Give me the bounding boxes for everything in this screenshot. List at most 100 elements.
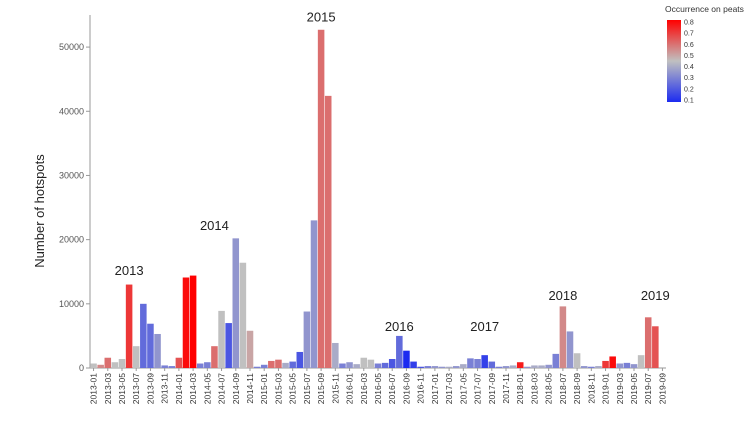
- bar-2016-05: [374, 363, 382, 368]
- bar-2017-01: [431, 366, 439, 368]
- x-tick-label: 2016-05: [373, 373, 383, 404]
- bar-2015-01: [260, 364, 268, 368]
- colorbar-tick-label: 0.5: [684, 53, 694, 60]
- bar-2017-03: [445, 366, 453, 368]
- bar-2015-06: [296, 351, 304, 368]
- x-tick-label: 2014-09: [231, 373, 241, 404]
- bar-2019-06: [637, 355, 645, 368]
- year-annotation-2017: 2017: [470, 319, 499, 334]
- year-annotations: 2013 2014 2015 2016 2017 2018 2019: [115, 9, 670, 333]
- bar-2014-08: [225, 323, 232, 368]
- x-tick-label: 2017-03: [444, 373, 454, 404]
- y-tick-label: 0: [79, 363, 84, 373]
- bar-2018-10: [580, 366, 588, 368]
- bar-2018-02: [524, 366, 531, 368]
- bar-2016-12: [424, 366, 432, 368]
- bar-2018-06: [552, 353, 560, 368]
- colorbar-title: Occurrence on peats: [665, 4, 744, 14]
- bar-2018-08: [566, 331, 574, 368]
- bar-2014-03: [189, 275, 197, 368]
- x-tick-label: 2019-01: [601, 373, 611, 404]
- colorbar-tick-label: 0.2: [684, 86, 694, 93]
- x-tick-label: 2016-03: [359, 373, 369, 404]
- bar-2013-11: [161, 365, 168, 368]
- bar-2013-12: [168, 366, 176, 368]
- bar-2015-10: [324, 95, 332, 369]
- bar-2013-09: [147, 323, 154, 368]
- bar-2016-07: [388, 359, 396, 368]
- bar-2019-03: [616, 363, 624, 368]
- bar-2015-04: [282, 362, 289, 368]
- year-annotation-2016: 2016: [385, 319, 414, 334]
- x-tick-label: 2015-07: [302, 373, 312, 404]
- bar-2014-12: [253, 366, 261, 368]
- x-tick-label: 2019-03: [615, 373, 625, 404]
- bar-2014-11: [246, 330, 254, 368]
- bar-2013-06: [125, 284, 133, 368]
- bar-2017-05: [460, 364, 467, 368]
- x-tick-label: 2015-11: [330, 373, 340, 404]
- bar-2013-07: [132, 346, 140, 368]
- x-tick-label: 2017-09: [487, 373, 497, 404]
- bar-2014-01: [175, 357, 183, 368]
- bar-2016-06: [381, 362, 389, 368]
- bar-2017-06: [467, 358, 474, 368]
- bar-2017-09: [488, 361, 496, 368]
- year-annotation-2019: 2019: [641, 288, 670, 303]
- bar-2019-01: [602, 360, 609, 368]
- x-tick-label: 2018-01: [515, 373, 525, 404]
- x-tick-label: 2016-01: [345, 373, 355, 404]
- x-tick-label: 2014-03: [188, 373, 198, 404]
- x-tick-label: 2017-07: [473, 373, 483, 404]
- bar-2015-02: [268, 360, 275, 368]
- bar-2016-08: [396, 335, 403, 368]
- bar-2018-07: [559, 306, 567, 368]
- bar-2017-07: [474, 359, 481, 368]
- x-tick-labels: 2013-01 2013-03 2013-05 2013-07 2013-09 2013-…: [89, 368, 667, 404]
- colorbar-tick-label: 0.3: [684, 75, 694, 82]
- bar-2015-12: [339, 363, 346, 368]
- bar-2016-11: [417, 366, 424, 368]
- x-tick-label: 2018-03: [529, 373, 539, 404]
- bar-2013-05: [118, 359, 126, 368]
- x-tick-label: 2016-09: [401, 373, 411, 404]
- bar-2013-10: [154, 333, 161, 368]
- colorbar-tick-label: 0.7: [684, 31, 694, 38]
- x-tick-label: 2013-07: [131, 373, 141, 404]
- bars: [90, 29, 659, 369]
- bar-2013-03: [104, 357, 112, 368]
- colorbar-legend: Occurrence on peats 0.80.70.60.50.40.30.…: [665, 4, 744, 105]
- bar-2013-01: [90, 363, 97, 368]
- bar-2019-08: [652, 326, 659, 368]
- colorbar-tick-label: 0.1: [684, 98, 694, 105]
- x-tick-label: 2013-01: [89, 373, 99, 404]
- x-tick-label: 2016-11: [416, 373, 426, 404]
- bar-2017-10: [495, 366, 503, 368]
- x-tick-label: 2013-05: [117, 373, 127, 404]
- bar-2018-11: [588, 366, 595, 368]
- bar-2015-09: [317, 29, 325, 368]
- bar-2015-08: [310, 220, 318, 368]
- bar-2014-04: [196, 363, 204, 368]
- colorbar-tick-label: 0.4: [684, 64, 694, 71]
- colorbar-tick-label: 0.8: [684, 20, 694, 27]
- colorbar-ticks: 0.8 0.7 0.6 0.5 0.4 0.3 0.2 0.1: [684, 20, 694, 105]
- bar-2019-04: [623, 362, 631, 368]
- y-tick-label: 20000: [59, 235, 84, 245]
- bar-2018-04: [538, 365, 545, 368]
- bar-2015-11: [332, 342, 339, 368]
- x-tick-label: 2015-05: [288, 373, 298, 404]
- bar-2019-05: [630, 364, 638, 368]
- x-tick-label: 2016-07: [387, 373, 397, 404]
- bar-2016-02: [353, 364, 360, 368]
- bar-2015-05: [289, 361, 296, 368]
- bar-2017-04: [452, 366, 460, 368]
- x-tick-label: 2017-11: [501, 373, 511, 404]
- x-tick-label: 2013-09: [145, 373, 155, 404]
- bar-2013-02: [97, 364, 104, 368]
- y-axis-label: Number of hotspots: [32, 154, 47, 268]
- bar-2016-03: [360, 357, 368, 368]
- x-tick-label: 2014-01: [174, 373, 184, 404]
